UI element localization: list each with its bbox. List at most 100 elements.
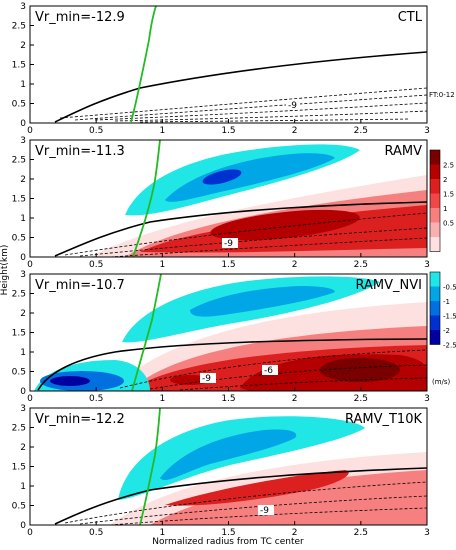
x-tick-label: 1.5 — [221, 260, 235, 270]
shade-navy — [202, 169, 242, 185]
colorbar-negative-segment — [430, 315, 440, 330]
axes-layer: 0 0.5 1 1.5 2 2.5 300.511.522.530 0.5 1 1.5 2 2.5 30… — [12, 2, 430, 538]
x-tick-label: 2 — [292, 126, 298, 136]
panel-title: RAMV — [384, 144, 422, 159]
x-axis-label: Normalized radius from TC center — [152, 537, 304, 547]
shade-darkest-red — [320, 358, 400, 382]
contour-label: -9 — [288, 101, 297, 111]
y-tick-label: 3 — [20, 404, 26, 414]
colorbar-positive-segment — [430, 208, 440, 223]
contour-line — [109, 237, 427, 257]
x-tick-label: 2 — [292, 394, 298, 404]
unit-label: (m/s) — [432, 378, 451, 386]
y-tick-label: 2 — [20, 443, 26, 453]
vr-min-annotation: Vr_min=-11.3 — [35, 144, 125, 159]
y-tick-label: 1 — [20, 482, 26, 492]
shade-blue — [190, 286, 335, 317]
x-tick-label: 2.5 — [354, 126, 368, 136]
colorbar-negative-tick-label: -1 — [443, 298, 450, 306]
contour-line — [79, 495, 427, 525]
mean-line — [54, 201, 427, 257]
colorbar-negative-tick-label: -0.5 — [443, 284, 456, 292]
panel-ramv-t10k-plot: -9 — [54, 408, 427, 525]
vr-min-annotation: Vr_min=-12.9 — [35, 10, 125, 25]
colorbar-negative-segment — [430, 286, 440, 301]
contour-line — [74, 94, 427, 121]
x-tick-label: 2 — [292, 260, 298, 270]
rmw-line — [139, 408, 161, 525]
x-tick-label: 3 — [424, 126, 430, 136]
y-tick-label: 0.5 — [12, 100, 26, 110]
x-tick-label: 0.5 — [89, 260, 103, 270]
vr-min-annotation: Vr_min=-10.7 — [35, 278, 125, 293]
x-tick-label: 0.5 — [89, 126, 103, 136]
x-tick-label: 1.5 — [221, 394, 235, 404]
y-tick-label: 2 — [20, 175, 26, 185]
y-tick-label: 3 — [20, 136, 26, 146]
y-tick-label: 1.5 — [12, 463, 26, 473]
colorbar-positive-frame — [429, 149, 441, 252]
x-tick-label: 1 — [159, 126, 165, 136]
contour-label: -9 — [202, 374, 211, 384]
panel-ramv-t10k: -9 Vr_min=-12.2 RAMV_T10K — [29, 407, 428, 526]
x-tick-label: 1 — [159, 260, 165, 270]
shade-pink — [150, 470, 427, 525]
panel-ramv-nvi-plot: -9 -6 — [34, 274, 427, 391]
mean-line — [54, 51, 427, 123]
y-tick-label: 0 — [20, 521, 26, 531]
y-tick-label: 0 — [20, 253, 26, 263]
shade-dark-red — [210, 209, 360, 241]
colorbar-positive-tick-label: 2 — [443, 176, 447, 184]
ft-note: FT:0-12 — [429, 91, 455, 99]
panel-ramv-nvi: -9 -6 Vr_min=-10.7 RAMV_NVI — [29, 273, 428, 392]
x-tick-label: 3 — [424, 528, 430, 538]
mean-line — [37, 338, 427, 391]
x-tick-label: 3 — [424, 260, 430, 270]
panel-ctl-plot: -9 — [54, 6, 427, 123]
x-tick-label: 3 — [424, 394, 430, 404]
shade-navy-core — [50, 376, 90, 386]
x-tick-label: 2 — [292, 528, 298, 538]
contour-line — [79, 227, 427, 257]
colorbar-positive-segment — [430, 179, 440, 194]
y-tick-label: 3 — [20, 2, 26, 12]
x-tick-label: 0 — [27, 260, 33, 270]
y-tick-label: 0.5 — [12, 234, 26, 244]
colorbar-positive-segment — [430, 237, 440, 252]
vr-min-annotation: Vr_min=-12.2 — [35, 412, 125, 427]
y-tick-label: 1 — [20, 214, 26, 224]
mean-line — [54, 467, 427, 525]
rmw-line — [130, 6, 157, 123]
colorbar-positive-tick-label: 0.5 — [443, 220, 454, 228]
x-tick-label: 1.5 — [221, 126, 235, 136]
colorbar-positive-tick-label: 1 — [443, 205, 447, 213]
contour-label: -6 — [264, 366, 273, 376]
y-tick-label: 1.5 — [12, 61, 26, 71]
shade-red — [165, 470, 349, 506]
contour-line — [114, 110, 427, 122]
y-tick-label: 1.5 — [12, 195, 26, 205]
x-tick-label: 0.5 — [89, 394, 103, 404]
contour-line — [109, 507, 427, 525]
shade-blue — [165, 153, 335, 202]
x-tick-label: 0 — [27, 394, 33, 404]
y-tick-label: 2.5 — [12, 22, 26, 32]
y-tick-label: 2 — [20, 309, 26, 319]
shade-blue — [160, 429, 297, 480]
y-tick-label: 2 — [20, 41, 26, 51]
colorbar-negative-segment — [430, 301, 440, 316]
colorbar-negative-tick-label: -1.5 — [443, 313, 456, 321]
rmw-line — [131, 274, 162, 391]
shade-cyan — [118, 416, 365, 500]
y-tick-label: 0 — [20, 387, 26, 397]
y-axis-label: Height(km) — [0, 245, 10, 296]
contour-label: -9 — [224, 239, 233, 249]
contour-line — [59, 87, 427, 119]
colorbar-positive-tick-label: 2.5 — [443, 162, 454, 170]
contour-line — [94, 102, 427, 121]
contour-line — [64, 212, 427, 256]
x-tick-label: 1 — [159, 528, 165, 538]
y-tick-label: 1 — [20, 80, 26, 90]
y-tick-label: 1.5 — [12, 329, 26, 339]
